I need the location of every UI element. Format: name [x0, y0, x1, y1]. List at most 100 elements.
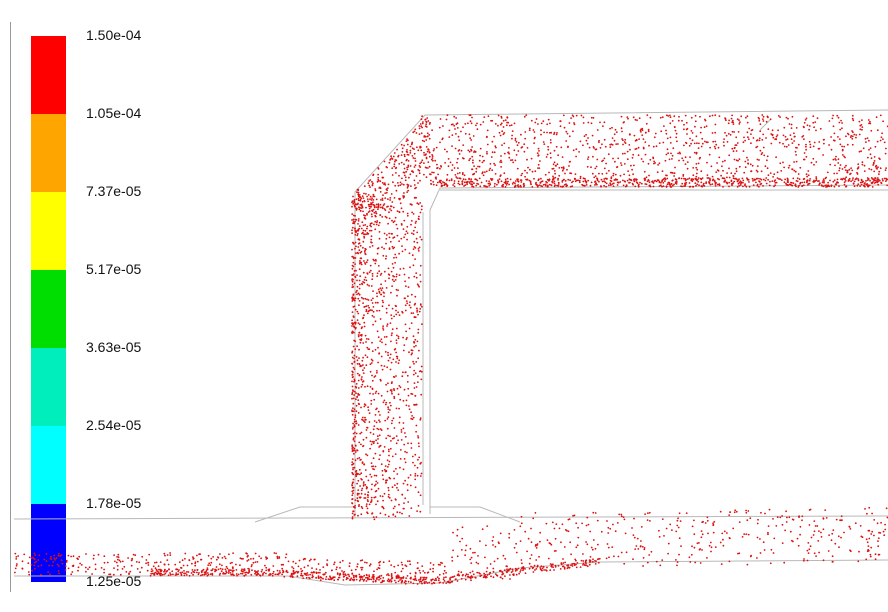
particle: [859, 128, 862, 131]
particle: [603, 121, 606, 124]
particle: [641, 129, 644, 132]
particle: [499, 123, 502, 126]
particle: [351, 325, 353, 327]
particle: [163, 552, 166, 555]
particle: [427, 161, 430, 164]
particle: [429, 568, 432, 571]
particle: [859, 181, 862, 184]
particle: [408, 252, 411, 255]
particle: [876, 177, 879, 179]
particle: [840, 119, 842, 122]
particle: [491, 539, 494, 542]
particle: [416, 202, 419, 205]
particle: [666, 137, 669, 140]
particle: [582, 562, 585, 565]
particle: [813, 530, 816, 533]
particle: [281, 567, 284, 570]
particle: [135, 561, 138, 563]
particle: [601, 173, 604, 175]
particle: [370, 235, 373, 238]
particle: [511, 570, 514, 572]
particle: [356, 457, 359, 460]
particle: [844, 178, 846, 181]
particle: [563, 184, 566, 186]
particle: [867, 529, 870, 532]
particle: [210, 557, 213, 560]
particle: [775, 525, 778, 527]
particle: [693, 519, 695, 522]
particle: [160, 572, 163, 575]
particle: [624, 180, 626, 183]
particle: [837, 181, 839, 184]
particle: [415, 361, 418, 363]
particle: [119, 560, 122, 563]
particle: [658, 142, 661, 145]
particle: [486, 152, 488, 155]
particle: [550, 184, 553, 187]
particle: [670, 152, 672, 155]
particle: [435, 579, 438, 581]
particle: [774, 138, 776, 141]
particle: [456, 555, 459, 558]
particle: [360, 197, 363, 200]
particle: [402, 267, 405, 270]
particle: [871, 178, 874, 180]
particle: [659, 116, 662, 119]
particle: [391, 167, 394, 170]
particle: [725, 119, 727, 122]
particle: [406, 451, 408, 454]
particle: [116, 568, 119, 571]
particle: [616, 181, 619, 184]
particle: [760, 182, 763, 185]
particle: [300, 570, 303, 573]
particle: [508, 536, 511, 539]
particle: [254, 570, 256, 572]
particle: [428, 165, 431, 168]
particle: [351, 226, 354, 229]
particle: [103, 555, 106, 558]
particle: [409, 563, 412, 566]
particle: [399, 458, 402, 460]
particle: [387, 351, 389, 354]
particle: [490, 119, 492, 122]
particle: [372, 442, 375, 445]
particle: [688, 177, 691, 180]
particle: [743, 136, 745, 139]
particle: [722, 169, 724, 172]
particle: [432, 159, 434, 162]
particle: [381, 495, 384, 498]
particle: [496, 557, 499, 560]
particle: [275, 552, 277, 555]
particle: [30, 557, 33, 560]
particle: [877, 180, 880, 183]
particle: [709, 183, 712, 186]
particle: [59, 555, 61, 557]
particle: [448, 179, 451, 182]
particle: [287, 560, 290, 563]
particle: [885, 167, 887, 170]
particle: [841, 168, 844, 170]
particle: [572, 130, 574, 133]
particle: [113, 567, 115, 569]
particle: [740, 181, 743, 184]
particle: [221, 564, 223, 567]
particle: [697, 162, 700, 165]
particle: [302, 577, 305, 579]
particle: [401, 250, 404, 253]
particle: [445, 182, 447, 185]
particle: [395, 467, 397, 470]
particle: [109, 573, 112, 576]
particle: [355, 326, 357, 329]
particle: [767, 525, 770, 527]
particle: [484, 574, 487, 576]
particle: [366, 574, 368, 577]
particle: [533, 564, 536, 567]
particle: [409, 301, 411, 303]
particle: [724, 132, 726, 134]
particle: [810, 536, 813, 539]
particle: [803, 126, 805, 129]
particle: [541, 185, 544, 188]
particle: [362, 240, 365, 243]
particle: [473, 165, 475, 168]
particle: [725, 134, 728, 137]
